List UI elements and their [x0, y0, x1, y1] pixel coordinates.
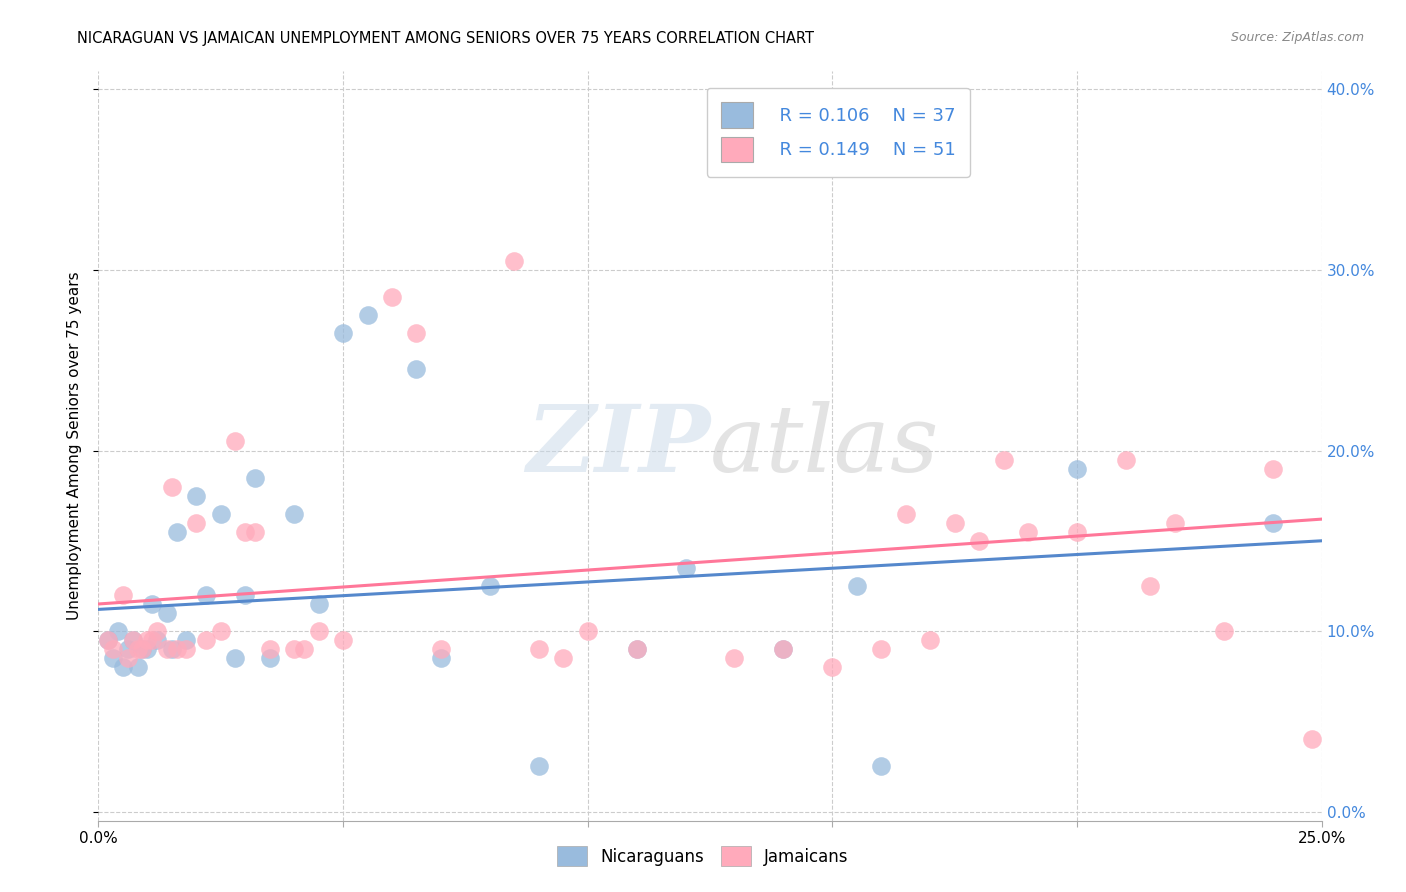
- Text: ZIP: ZIP: [526, 401, 710, 491]
- Point: [1115, 452, 1137, 467]
- Point: [292, 642, 315, 657]
- Point: [156, 606, 179, 620]
- Point: [156, 642, 179, 657]
- Point: [141, 633, 163, 648]
- Point: [209, 507, 232, 521]
- Point: [283, 507, 305, 521]
- Point: [870, 759, 893, 773]
- Point: [626, 642, 648, 657]
- Point: [233, 524, 256, 539]
- Point: [920, 633, 942, 648]
- Point: [107, 624, 129, 638]
- Point: [675, 561, 697, 575]
- Point: [870, 642, 893, 657]
- Point: [166, 524, 188, 539]
- Point: [1066, 524, 1088, 539]
- Point: [121, 633, 143, 648]
- Point: [283, 642, 305, 657]
- Text: NICARAGUAN VS JAMAICAN UNEMPLOYMENT AMONG SENIORS OVER 75 YEARS CORRELATION CHAR: NICARAGUAN VS JAMAICAN UNEMPLOYMENT AMON…: [77, 31, 814, 46]
- Point: [993, 452, 1015, 467]
- Point: [1301, 732, 1323, 747]
- Point: [332, 633, 354, 648]
- Point: [723, 651, 745, 665]
- Point: [845, 579, 868, 593]
- Point: [195, 588, 218, 602]
- Y-axis label: Unemployment Among Seniors over 75 years: Unemployment Among Seniors over 75 years: [67, 272, 83, 620]
- Point: [166, 642, 188, 657]
- Point: [141, 597, 163, 611]
- Point: [430, 642, 453, 657]
- Point: [1139, 579, 1161, 593]
- Point: [527, 759, 550, 773]
- Point: [527, 642, 550, 657]
- Point: [845, 128, 868, 142]
- Point: [160, 642, 183, 657]
- Point: [224, 651, 246, 665]
- Point: [117, 651, 139, 665]
- Point: [553, 651, 575, 665]
- Point: [576, 624, 599, 638]
- Point: [195, 633, 218, 648]
- Point: [131, 642, 153, 657]
- Point: [308, 597, 330, 611]
- Point: [243, 470, 266, 484]
- Point: [1212, 624, 1234, 638]
- Point: [233, 588, 256, 602]
- Point: [503, 254, 526, 268]
- Point: [1261, 516, 1284, 530]
- Point: [894, 507, 917, 521]
- Point: [1261, 461, 1284, 475]
- Point: [97, 633, 120, 648]
- Point: [1066, 461, 1088, 475]
- Point: [356, 308, 378, 322]
- Point: [117, 642, 139, 657]
- Point: [127, 660, 149, 674]
- Point: [332, 326, 354, 340]
- Text: atlas: atlas: [710, 401, 939, 491]
- Point: [1017, 524, 1039, 539]
- Point: [131, 642, 153, 657]
- Point: [772, 642, 794, 657]
- Point: [209, 624, 232, 638]
- Point: [308, 624, 330, 638]
- Point: [224, 434, 246, 449]
- Point: [943, 516, 966, 530]
- Point: [405, 362, 427, 376]
- Point: [111, 588, 134, 602]
- Point: [381, 290, 404, 304]
- Point: [626, 642, 648, 657]
- Point: [136, 642, 159, 657]
- Point: [101, 642, 124, 657]
- Point: [821, 660, 844, 674]
- Point: [146, 624, 169, 638]
- Point: [1164, 516, 1187, 530]
- Legend: Nicaraguans, Jamaicans: Nicaraguans, Jamaicans: [551, 839, 855, 873]
- Point: [478, 579, 501, 593]
- Point: [430, 651, 453, 665]
- Point: [405, 326, 427, 340]
- Point: [146, 633, 169, 648]
- Legend:   R = 0.106    N = 37,   R = 0.149    N = 51: R = 0.106 N = 37, R = 0.149 N = 51: [707, 88, 970, 177]
- Point: [127, 642, 149, 657]
- Point: [259, 642, 281, 657]
- Point: [136, 633, 159, 648]
- Point: [186, 489, 208, 503]
- Point: [772, 642, 794, 657]
- Point: [259, 651, 281, 665]
- Point: [111, 660, 134, 674]
- Point: [121, 633, 143, 648]
- Point: [97, 633, 120, 648]
- Text: Source: ZipAtlas.com: Source: ZipAtlas.com: [1230, 31, 1364, 45]
- Point: [101, 651, 124, 665]
- Point: [243, 524, 266, 539]
- Point: [186, 516, 208, 530]
- Point: [160, 480, 183, 494]
- Point: [176, 642, 198, 657]
- Point: [967, 533, 990, 548]
- Point: [176, 633, 198, 648]
